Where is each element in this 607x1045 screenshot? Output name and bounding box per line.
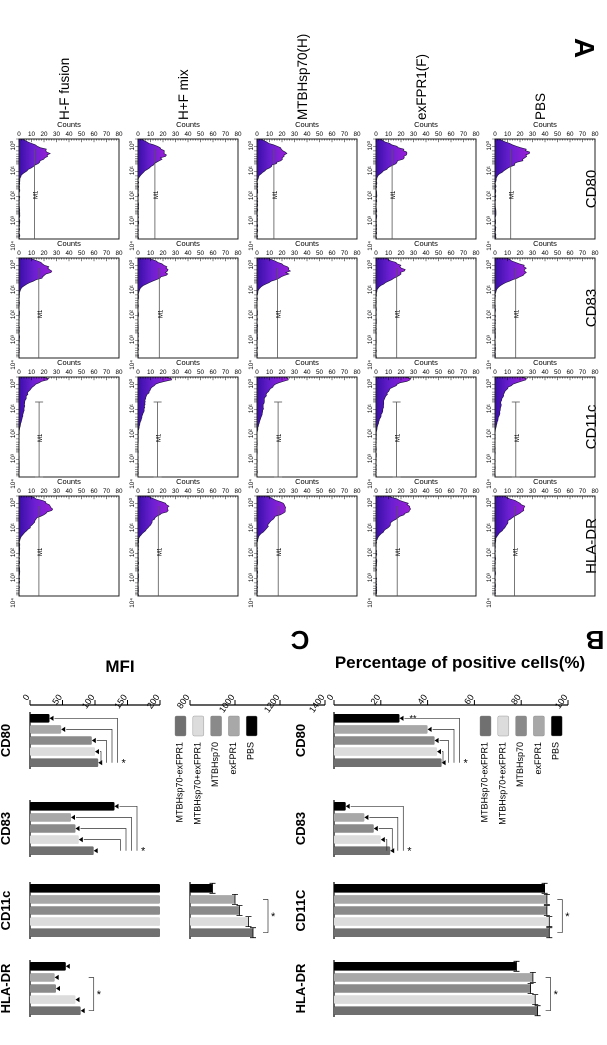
svg-text:HLA-DR: HLA-DR: [293, 963, 308, 1013]
svg-text:*: *: [141, 846, 146, 858]
svg-text:CD83: CD83: [293, 812, 308, 845]
svg-text:exFPR1: exFPR1: [228, 742, 238, 775]
svg-text:MTBHsp70-exFPR1: MTBHsp70-exFPR1: [175, 742, 185, 823]
svg-text:*: *: [464, 758, 469, 770]
svg-text:100: 100: [553, 692, 570, 710]
svg-text:CD11C: CD11C: [293, 889, 308, 932]
svg-text:*: *: [407, 846, 412, 858]
svg-text:PBS: PBS: [551, 742, 561, 760]
svg-text:exFPR1: exFPR1: [533, 742, 543, 775]
svg-text:800: 800: [175, 692, 192, 710]
svg-text:MTBHsp70+exFPR1: MTBHsp70+exFPR1: [192, 742, 202, 825]
svg-text:HLA-DR: HLA-DR: [0, 963, 13, 1013]
svg-text:PBS: PBS: [246, 742, 256, 760]
svg-text:CD11c: CD11c: [0, 891, 13, 931]
svg-text:CD83: CD83: [0, 812, 13, 845]
svg-text:Percentage of positive cells(%: Percentage of positive cells(%): [335, 653, 585, 672]
svg-text:C: C: [290, 625, 309, 655]
svg-text:1200: 1200: [262, 692, 282, 714]
svg-text:MTBHsp70: MTBHsp70: [515, 742, 525, 787]
svg-text:CD80: CD80: [293, 724, 308, 757]
svg-text:150: 150: [112, 692, 129, 710]
svg-text:100: 100: [80, 692, 97, 710]
svg-text:**: **: [410, 713, 418, 723]
svg-text:CD80: CD80: [0, 724, 13, 757]
svg-text:1000: 1000: [217, 692, 237, 714]
svg-text:MTBHsp70+exFPR1: MTBHsp70+exFPR1: [497, 742, 507, 825]
svg-text:*: *: [554, 989, 559, 1001]
svg-text:*: *: [565, 911, 570, 923]
svg-text:200: 200: [145, 692, 162, 710]
svg-text:MTBHsp70: MTBHsp70: [210, 742, 220, 787]
svg-text:MTBHsp70-exFPR1: MTBHsp70-exFPR1: [480, 742, 490, 823]
svg-text:1400: 1400: [307, 692, 327, 714]
svg-text:*: *: [271, 911, 276, 923]
svg-text:*: *: [97, 989, 102, 1001]
svg-text:*: *: [122, 758, 127, 770]
svg-text:B: B: [586, 625, 605, 655]
svg-text:MFI: MFI: [105, 657, 134, 676]
